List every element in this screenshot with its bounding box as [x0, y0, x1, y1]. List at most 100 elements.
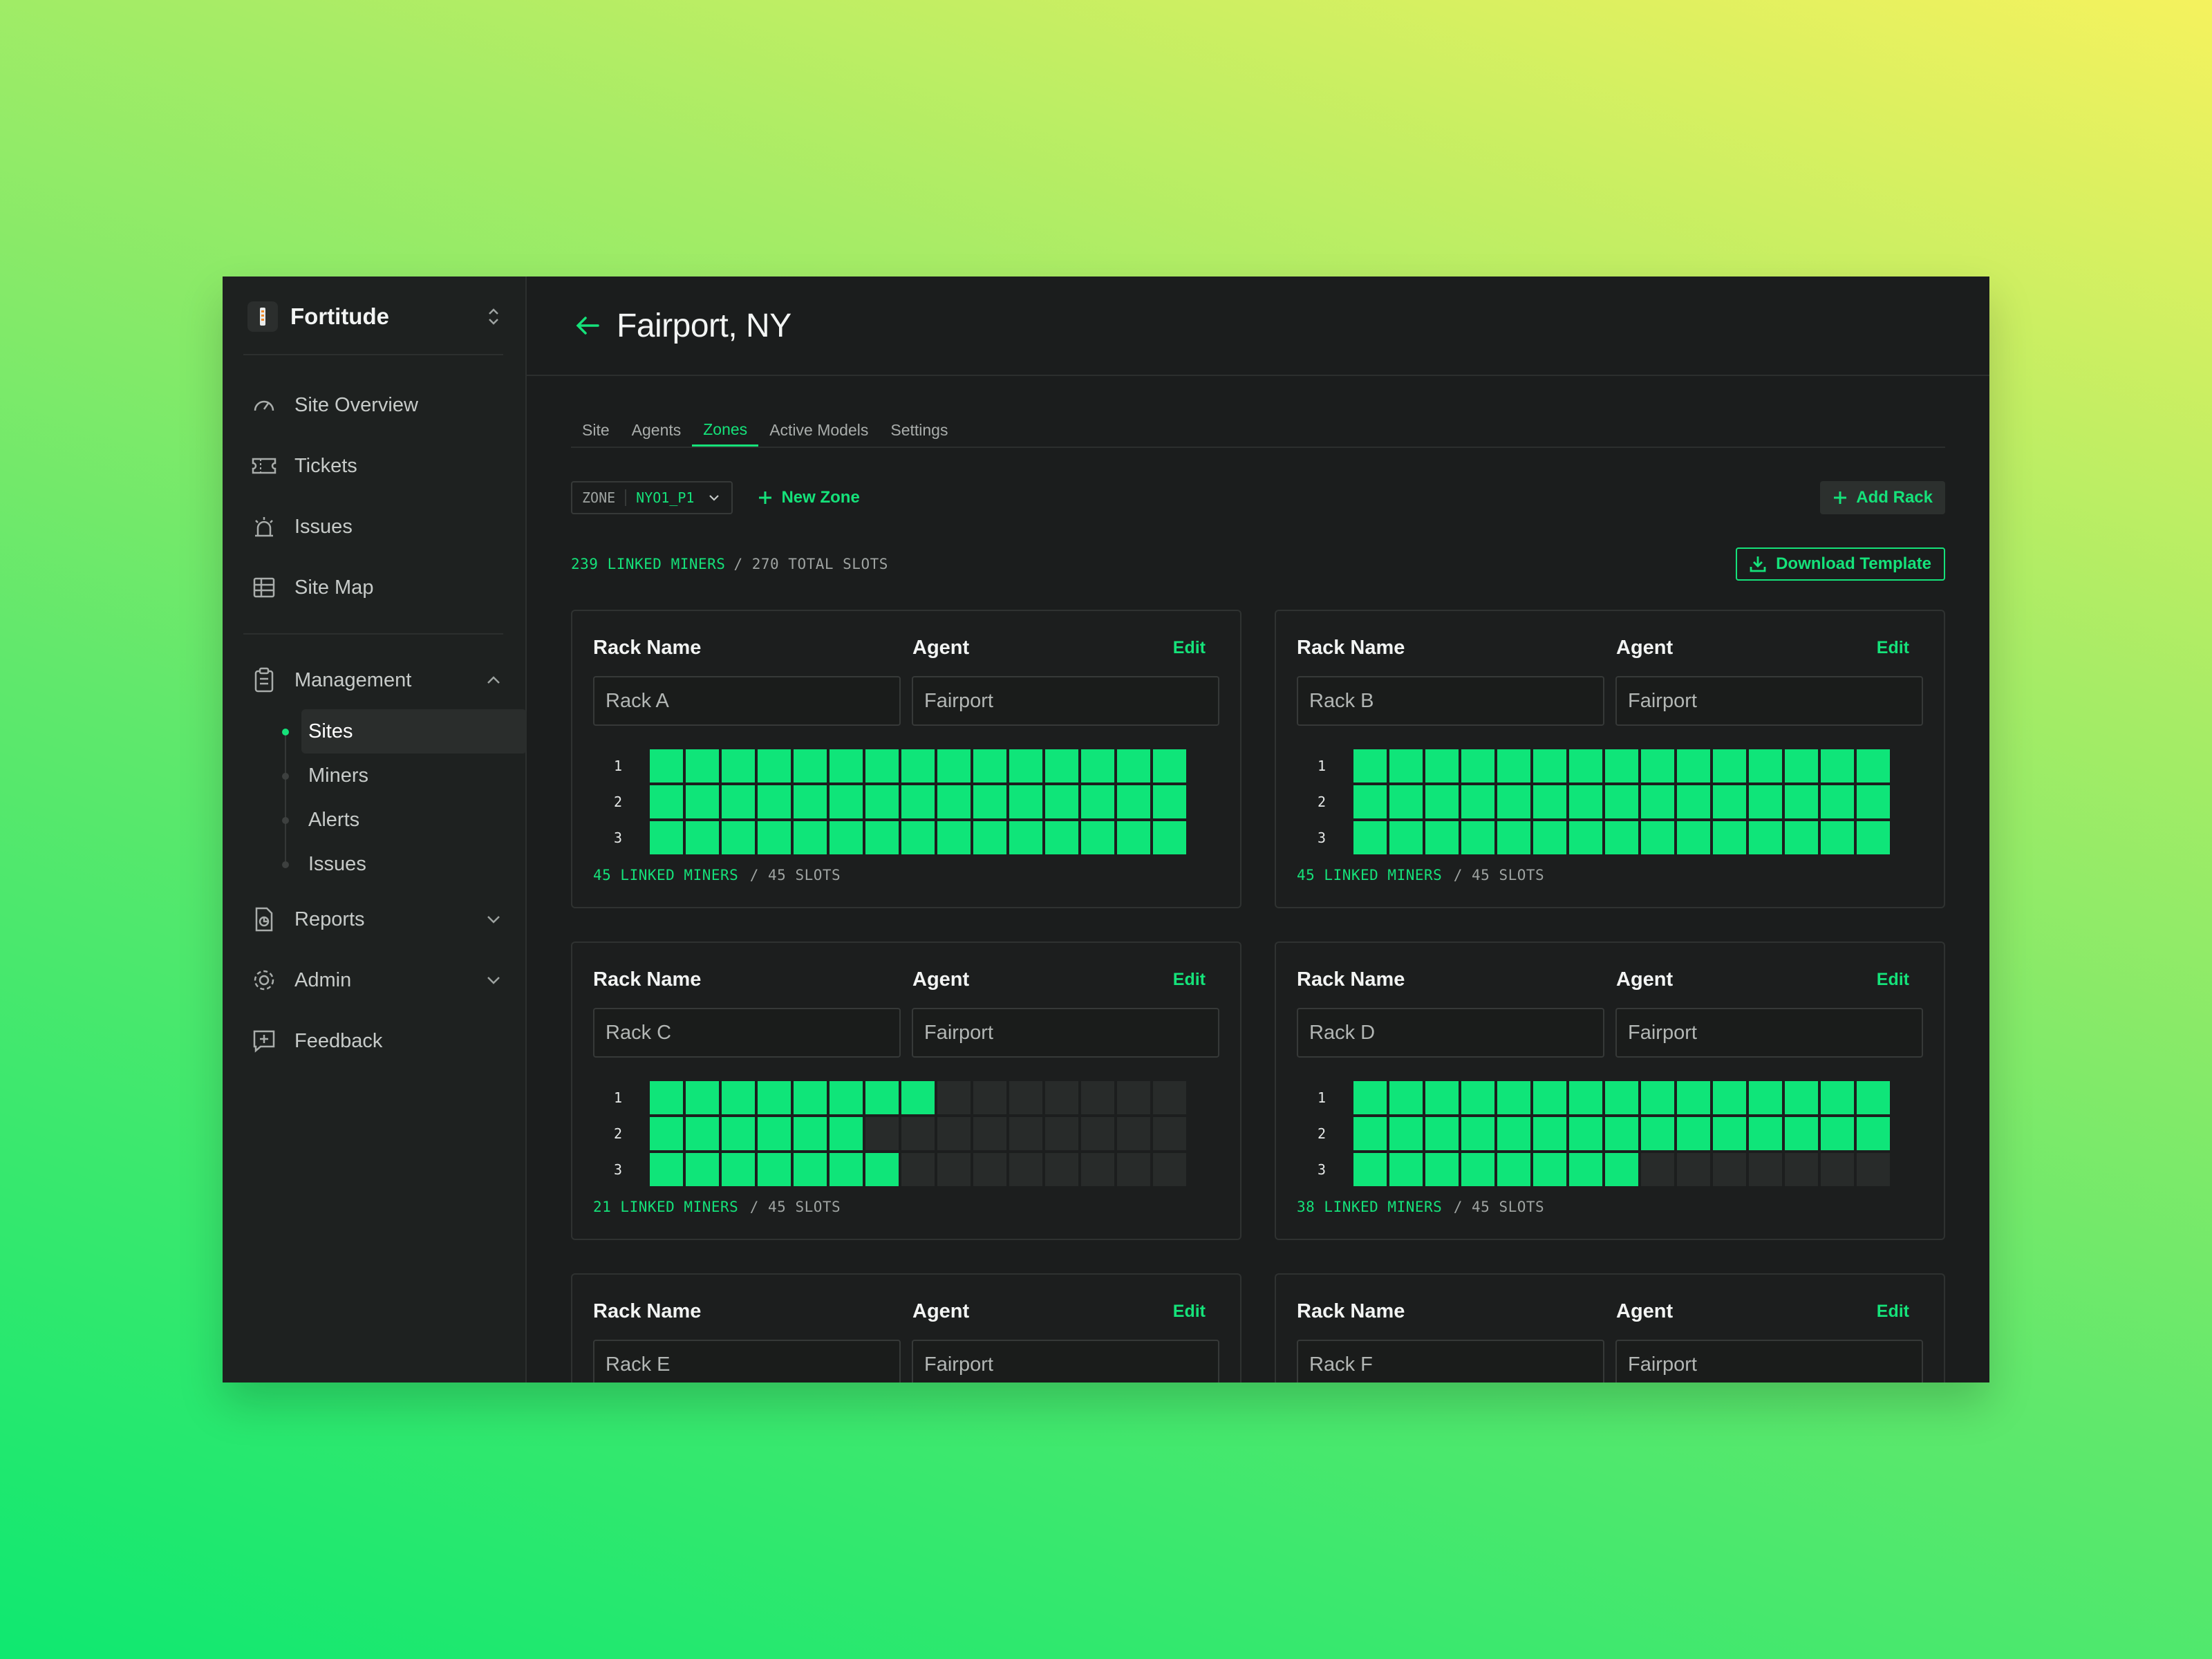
slot-linked[interactable] — [758, 1081, 791, 1114]
slot-empty[interactable] — [1045, 1153, 1078, 1186]
slot-linked[interactable] — [1857, 821, 1890, 854]
slot-linked[interactable] — [830, 749, 863, 782]
slot-linked[interactable] — [722, 1117, 755, 1150]
slot-linked[interactable] — [1497, 1117, 1530, 1150]
slot-linked[interactable] — [650, 821, 683, 854]
slot-linked[interactable] — [794, 1081, 827, 1114]
tab-settings[interactable]: Settings — [890, 421, 948, 439]
slot-empty[interactable] — [1045, 1081, 1078, 1114]
nav-item-management[interactable]: Management — [243, 650, 514, 711]
slot-linked[interactable] — [1749, 749, 1782, 782]
back-arrow-icon[interactable] — [572, 310, 603, 341]
slot-empty[interactable] — [973, 1153, 1006, 1186]
slot-linked[interactable] — [686, 1117, 719, 1150]
agent-field[interactable]: Fairport — [1615, 1008, 1923, 1058]
edit-rack-button[interactable]: Edit — [1876, 637, 1909, 657]
slot-empty[interactable] — [1153, 1117, 1186, 1150]
slot-linked[interactable] — [865, 1153, 899, 1186]
slot-linked[interactable] — [722, 1081, 755, 1114]
slot-linked[interactable] — [1497, 1153, 1530, 1186]
slot-linked[interactable] — [650, 785, 683, 818]
edit-rack-button[interactable]: Edit — [1172, 637, 1206, 657]
slot-linked[interactable] — [650, 1153, 683, 1186]
slot-linked[interactable] — [1389, 749, 1423, 782]
slot-linked[interactable] — [937, 821, 971, 854]
slot-linked[interactable] — [1857, 749, 1890, 782]
tab-agents[interactable]: Agents — [631, 421, 682, 439]
slot-linked[interactable] — [1821, 785, 1854, 818]
slot-linked[interactable] — [1641, 785, 1674, 818]
rack-name-field[interactable]: Rack C — [593, 1008, 901, 1058]
slot-empty[interactable] — [865, 1117, 899, 1150]
slot-linked[interactable] — [901, 821, 935, 854]
slot-linked[interactable] — [1533, 785, 1566, 818]
slot-linked[interactable] — [1821, 749, 1854, 782]
subnav-item-issues[interactable]: Issues — [278, 842, 514, 886]
slot-linked[interactable] — [1353, 785, 1387, 818]
slot-linked[interactable] — [865, 1081, 899, 1114]
slot-linked[interactable] — [722, 785, 755, 818]
slot-linked[interactable] — [830, 1081, 863, 1114]
slot-linked[interactable] — [1389, 1117, 1423, 1150]
slot-linked[interactable] — [1081, 821, 1114, 854]
slot-linked[interactable] — [901, 749, 935, 782]
tab-active-models[interactable]: Active Models — [769, 421, 869, 439]
slot-linked[interactable] — [1389, 785, 1423, 818]
slot-linked[interactable] — [650, 1117, 683, 1150]
slot-linked[interactable] — [686, 749, 719, 782]
slot-linked[interactable] — [1785, 1117, 1818, 1150]
slot-linked[interactable] — [1569, 785, 1602, 818]
slot-linked[interactable] — [1785, 749, 1818, 782]
slot-linked[interactable] — [1605, 749, 1638, 782]
slot-linked[interactable] — [1533, 1081, 1566, 1114]
slot-linked[interactable] — [1353, 1081, 1387, 1114]
workspace-switcher[interactable]: Fortitude — [243, 297, 503, 355]
slot-linked[interactable] — [686, 785, 719, 818]
chevron-up-down-icon[interactable] — [484, 303, 503, 330]
slot-linked[interactable] — [1569, 1081, 1602, 1114]
slot-linked[interactable] — [1677, 1081, 1710, 1114]
slot-linked[interactable] — [1353, 1117, 1387, 1150]
slot-empty[interactable] — [1009, 1153, 1042, 1186]
nav-item-site-map[interactable]: Site Map — [243, 557, 514, 618]
tab-zones[interactable]: Zones — [692, 420, 759, 447]
slot-linked[interactable] — [1713, 1081, 1746, 1114]
slot-linked[interactable] — [1425, 749, 1459, 782]
nav-item-reports[interactable]: Reports — [243, 889, 514, 950]
slot-linked[interactable] — [1605, 1117, 1638, 1150]
zone-select[interactable]: ZONE NYO1_P1 — [571, 481, 733, 514]
slot-linked[interactable] — [1353, 821, 1387, 854]
slot-linked[interactable] — [1857, 785, 1890, 818]
slot-linked[interactable] — [1749, 1081, 1782, 1114]
slot-linked[interactable] — [937, 749, 971, 782]
slot-linked[interactable] — [1605, 1153, 1638, 1186]
slot-linked[interactable] — [1749, 785, 1782, 818]
slot-linked[interactable] — [973, 785, 1006, 818]
slot-linked[interactable] — [1605, 785, 1638, 818]
subnav-item-alerts[interactable]: Alerts — [278, 798, 514, 842]
slot-linked[interactable] — [1497, 821, 1530, 854]
slot-empty[interactable] — [901, 1117, 935, 1150]
add-rack-button[interactable]: Add Rack — [1820, 481, 1945, 514]
agent-field[interactable]: Fairport — [912, 1340, 1219, 1382]
slot-linked[interactable] — [973, 821, 1006, 854]
slot-linked[interactable] — [1641, 821, 1674, 854]
slot-linked[interactable] — [758, 1117, 791, 1150]
slot-linked[interactable] — [794, 785, 827, 818]
slot-linked[interactable] — [1389, 821, 1423, 854]
slot-linked[interactable] — [1857, 1081, 1890, 1114]
slot-linked[interactable] — [1605, 1081, 1638, 1114]
slot-linked[interactable] — [865, 785, 899, 818]
rack-name-field[interactable]: Rack B — [1297, 676, 1604, 726]
slot-linked[interactable] — [794, 1117, 827, 1150]
slot-linked[interactable] — [901, 1081, 935, 1114]
slot-linked[interactable] — [1569, 1153, 1602, 1186]
agent-field[interactable]: Fairport — [1615, 676, 1923, 726]
slot-linked[interactable] — [1533, 1117, 1566, 1150]
slot-linked[interactable] — [1081, 749, 1114, 782]
slot-linked[interactable] — [1461, 1117, 1494, 1150]
slot-linked[interactable] — [1425, 1153, 1459, 1186]
slot-linked[interactable] — [650, 1081, 683, 1114]
slot-linked[interactable] — [1461, 749, 1494, 782]
slot-linked[interactable] — [937, 785, 971, 818]
